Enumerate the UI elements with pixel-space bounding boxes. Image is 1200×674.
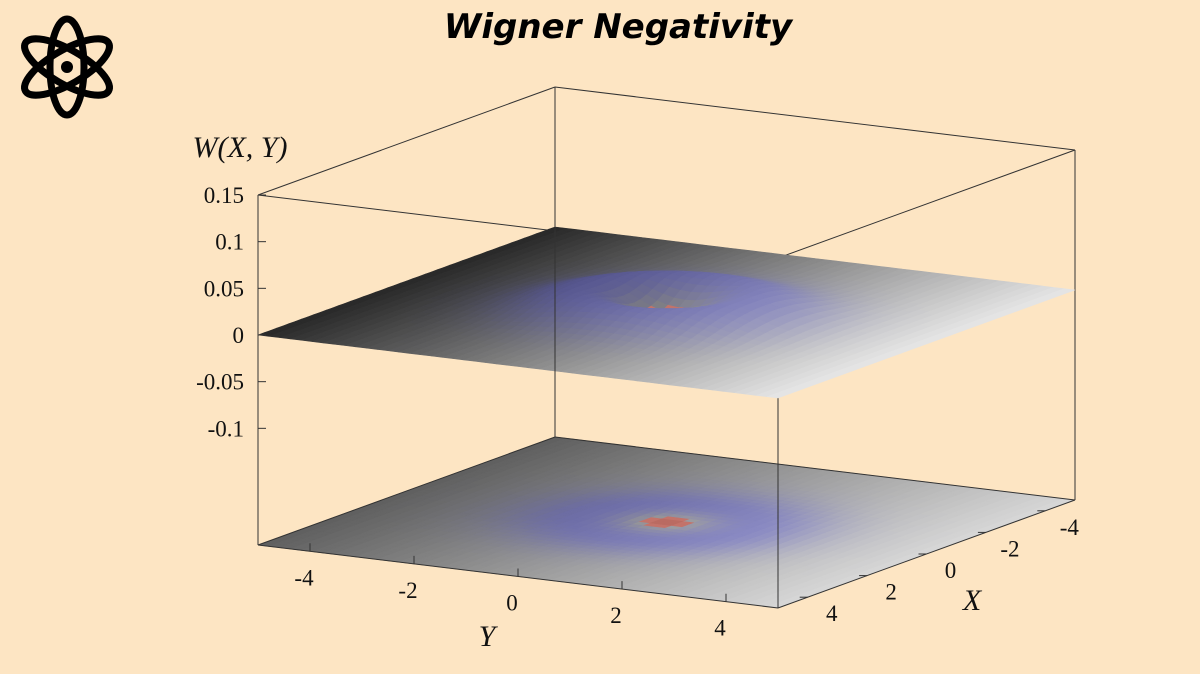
z-tick-label: 0.15 (204, 183, 244, 208)
y-tick-label: -4 (294, 565, 314, 590)
x-axis-label: X (962, 584, 983, 617)
z-tick-label: 0.05 (204, 276, 244, 301)
y-tick-label: 4 (714, 616, 726, 641)
floor-projection (257, 436, 1076, 609)
chart-title: Wigner Negativity (444, 7, 794, 47)
x-tick-label: -2 (1000, 536, 1019, 561)
y-tick-label: -2 (398, 578, 417, 603)
z-tick-label: -0.1 (208, 416, 244, 441)
z-tick-label: 0 (233, 323, 245, 348)
x-tick-label: 0 (945, 558, 957, 583)
z-tick-label: 0.1 (215, 230, 244, 255)
y-tick-label: 2 (610, 603, 622, 628)
atom-logo (21, 15, 113, 119)
y-tick-label: 0 (506, 591, 518, 616)
z-tick-label: -0.05 (196, 370, 244, 395)
x-tick-label: 2 (885, 580, 897, 605)
z-axis-label: W(X, Y) (193, 131, 288, 164)
x-tick-label: 4 (826, 601, 838, 626)
x-tick-label: -4 (1060, 515, 1080, 540)
